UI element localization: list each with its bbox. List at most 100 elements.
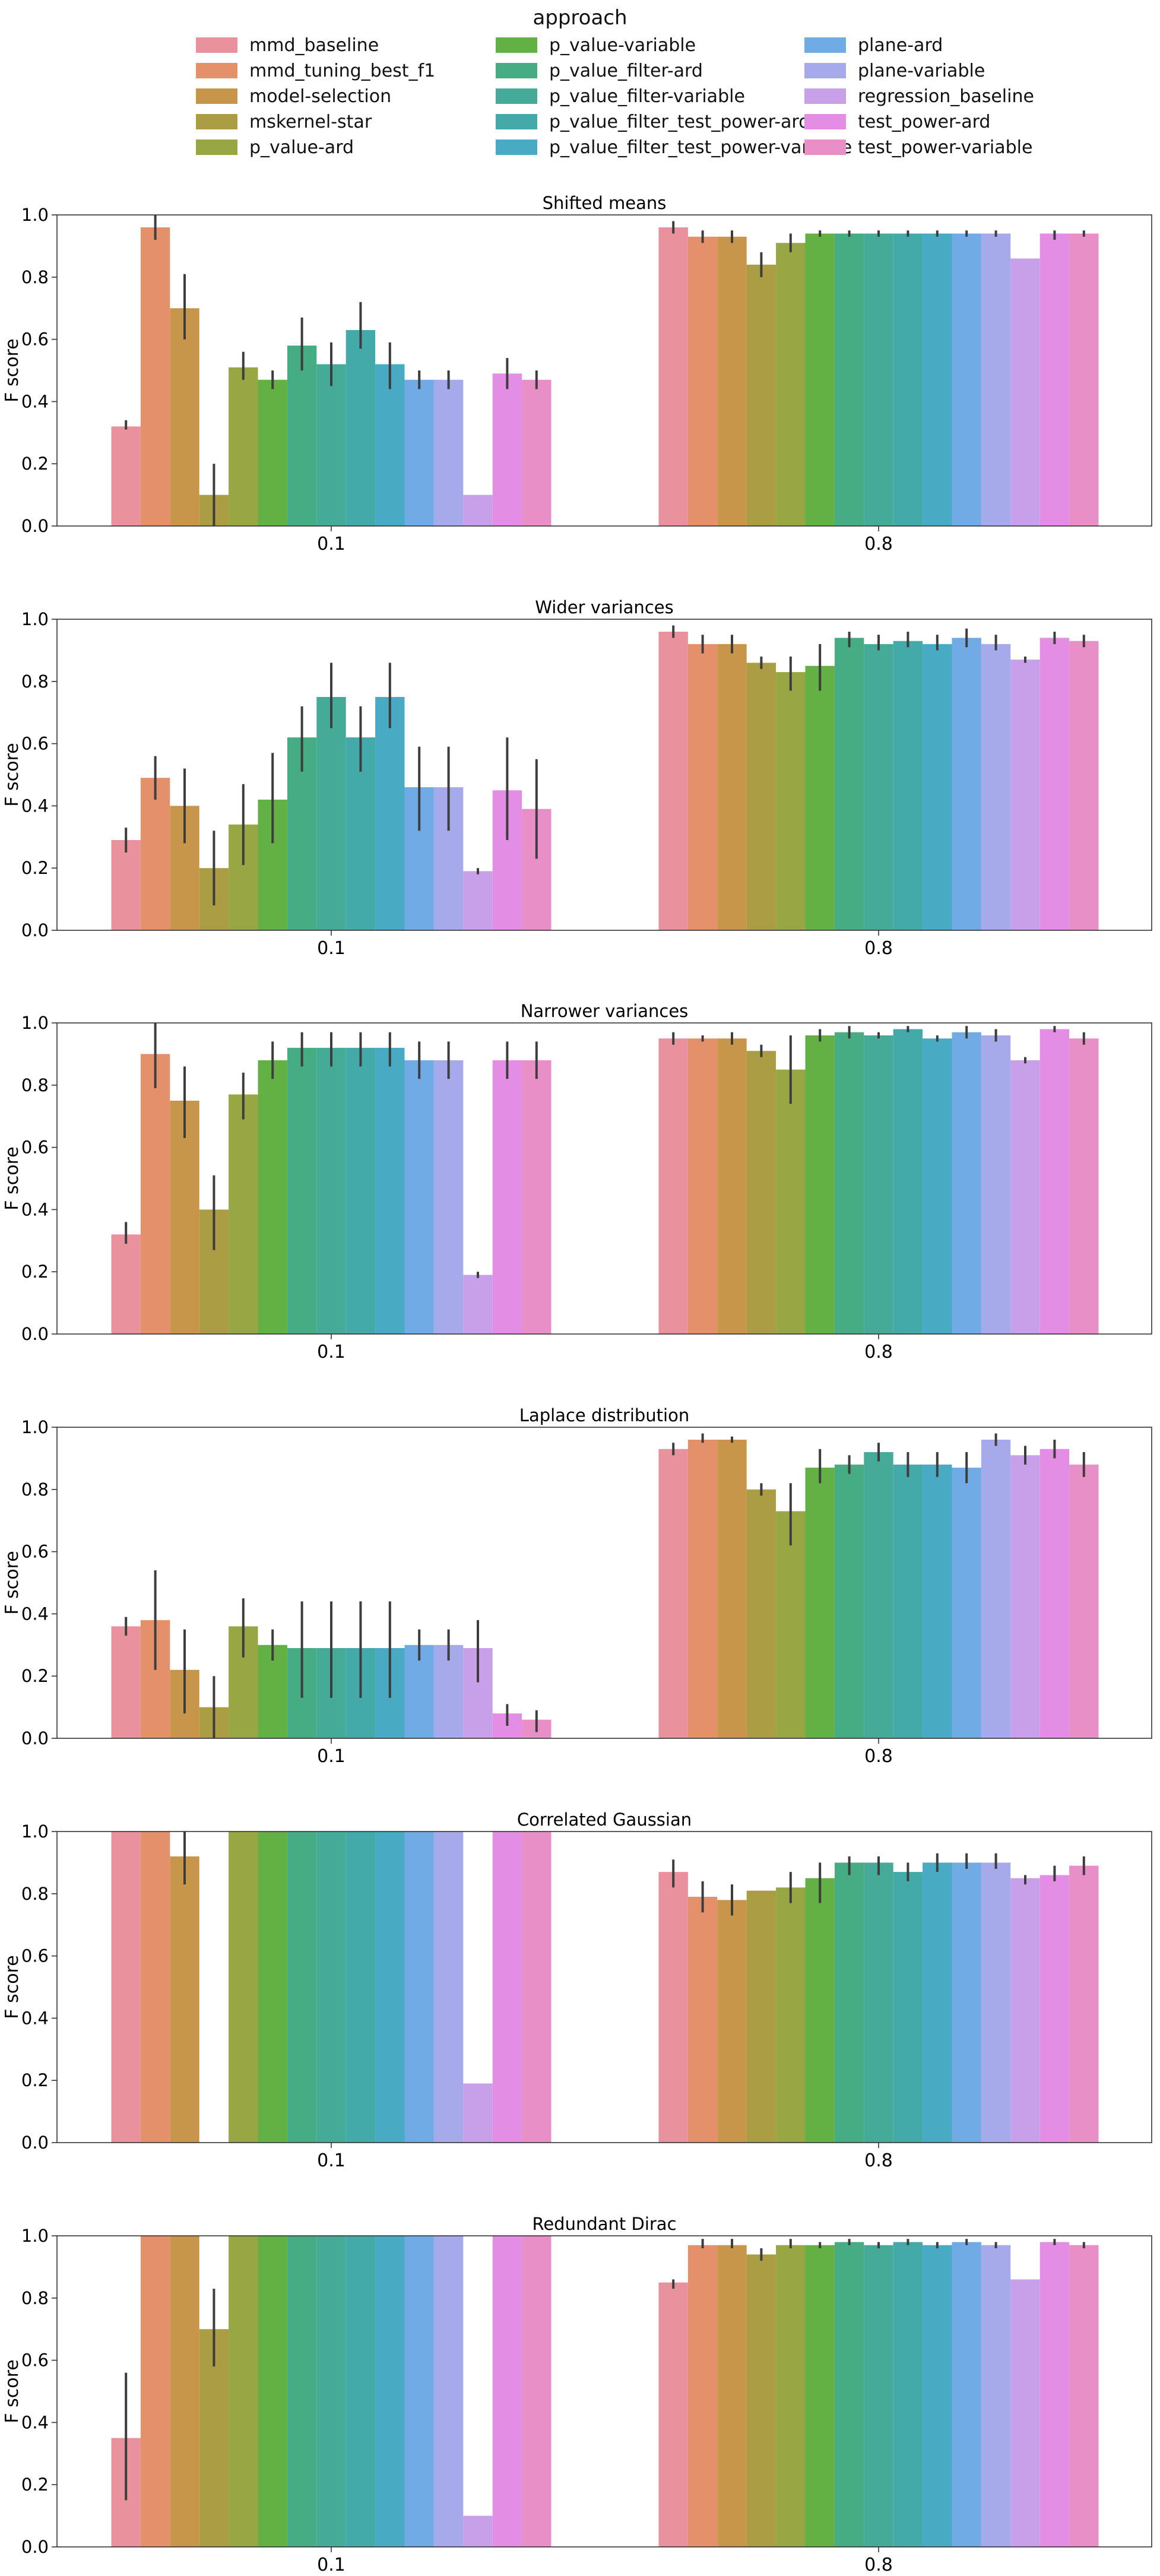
bar	[140, 227, 170, 526]
bar	[258, 1060, 287, 1334]
axes-frame	[56, 2235, 1152, 2548]
bar	[111, 1832, 141, 2143]
legend-swatch	[496, 88, 537, 104]
x-tick-label: 0.1	[317, 1746, 346, 1767]
x-tick-label: 0.1	[317, 2555, 346, 2575]
bar	[952, 638, 981, 930]
chart-panel: Narrower variances F score 0.0 0.2 0.4 0.6 0.8…	[2, 1001, 1152, 1363]
legend-swatch	[196, 114, 237, 129]
legend-item: p_value_filter-variable	[496, 85, 745, 107]
legend-item: mmd_tuning_best_f1	[196, 60, 435, 81]
bar	[658, 1872, 688, 2143]
chart-title: Correlated Gaussian	[517, 1810, 692, 1830]
y-tick-label: 0.6	[21, 1542, 49, 1562]
bar	[346, 1047, 376, 1334]
bar	[463, 871, 493, 930]
y-tick-label: 0.4	[21, 2412, 49, 2432]
axes-frame	[56, 1427, 1152, 1739]
chart-title: Redundant Dirac	[532, 2214, 676, 2234]
y-tick-label: 0.6	[21, 329, 49, 350]
bar	[717, 236, 747, 526]
y-axis-label: F score	[2, 1955, 23, 2019]
bar	[805, 666, 835, 930]
bar	[776, 1511, 806, 1738]
bar	[893, 233, 923, 526]
bar	[346, 329, 376, 526]
bar	[316, 1832, 346, 2143]
legend-swatch	[496, 37, 537, 53]
y-tick-label: 0.6	[21, 2350, 49, 2371]
bar	[433, 379, 464, 526]
bar	[463, 2083, 493, 2143]
legend-label: mmd_baseline	[249, 34, 379, 56]
bar	[316, 2236, 346, 2547]
bar	[805, 1878, 835, 2143]
bar	[316, 697, 346, 930]
x-tick-label: 0.8	[864, 938, 893, 959]
bar	[229, 2236, 258, 2547]
legend-item: plane-ard	[804, 34, 943, 56]
bar	[776, 1069, 806, 1334]
bar	[834, 1032, 864, 1334]
bar	[893, 1029, 923, 1334]
bar	[981, 1440, 1011, 1738]
bar	[658, 227, 688, 526]
chart-panel: Correlated Gaussian F score 0.0 0.2 0.4 0.6 0.…	[2, 1810, 1152, 2171]
bar	[1069, 641, 1099, 930]
bar	[404, 1060, 434, 1334]
bar	[522, 1832, 552, 2143]
bar	[923, 233, 952, 526]
y-tick-label: 1.0	[21, 1821, 49, 1842]
bar	[981, 2245, 1011, 2547]
y-tick-label: 0.4	[21, 1199, 49, 1219]
bar	[1069, 233, 1099, 526]
bar	[864, 233, 893, 526]
bar	[834, 1464, 864, 1738]
bar	[687, 1440, 718, 1738]
y-tick-label: 0.0	[21, 920, 49, 940]
bar	[805, 1035, 835, 1334]
axes-frame	[56, 214, 1152, 527]
bar	[492, 1832, 522, 2143]
bar	[258, 2236, 287, 2547]
y-tick-label: 0.2	[21, 2474, 49, 2495]
legend-item: mmd_baseline	[196, 34, 379, 56]
y-axis-label: F score	[2, 743, 23, 806]
bar	[1039, 638, 1070, 930]
x-tick-label: 0.8	[864, 2555, 893, 2575]
bar	[776, 2245, 806, 2547]
legend-swatch	[804, 88, 846, 104]
bar	[658, 1449, 688, 1738]
bar	[1069, 1865, 1099, 2143]
x-tick-label: 0.1	[317, 1342, 346, 1363]
legend-label: plane-ard	[858, 34, 943, 56]
legend-label: p_value_filter_test_power-variable	[549, 137, 852, 158]
bar	[746, 1489, 776, 1738]
bar	[1010, 258, 1040, 526]
bar	[404, 379, 434, 526]
y-tick-label: 0.2	[21, 454, 49, 474]
chart-title: Narrower variances	[521, 1001, 689, 1021]
bar	[805, 233, 835, 526]
bar	[981, 233, 1011, 526]
bar	[952, 2242, 981, 2547]
legend-label: p_value_filter-ard	[549, 60, 703, 81]
bar	[140, 1832, 170, 2143]
y-tick-label: 1.0	[21, 205, 49, 225]
axes-frame	[56, 1831, 1152, 2143]
y-tick-label: 0.0	[21, 516, 49, 536]
bar	[776, 672, 806, 930]
bar	[111, 1626, 141, 1738]
y-tick-label: 0.8	[21, 671, 49, 692]
y-tick-label: 0.8	[21, 1884, 49, 1904]
y-tick-label: 1.0	[21, 609, 49, 629]
bar	[923, 1038, 952, 1334]
legend-swatch	[804, 140, 846, 155]
bar	[111, 426, 141, 526]
legend-item: p_value_filter-ard	[496, 60, 703, 81]
axes-frame	[56, 619, 1152, 931]
bar	[776, 1887, 806, 2143]
bar	[463, 1275, 493, 1334]
chart-panel: Redundant Dirac F score 0.0 0.2 0.4 0.6 0.8 1.0…	[2, 2214, 1152, 2575]
